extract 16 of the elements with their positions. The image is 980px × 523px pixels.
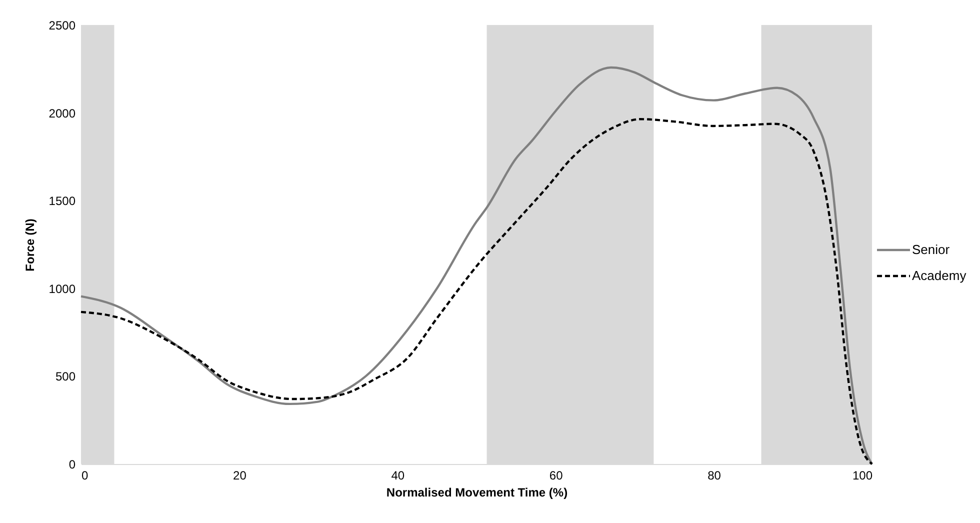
x-tick-label: 20	[233, 468, 247, 482]
y-tick-label: 2000	[48, 106, 76, 120]
y-tick-label: 0	[68, 458, 76, 472]
y-axis-title: Force (N)	[22, 218, 37, 272]
x-axis-title: Normalised Movement Time (%)	[386, 486, 568, 500]
y-tick-label: 1500	[48, 194, 76, 208]
legend-label: Academy	[912, 268, 967, 283]
x-tick-label: 40	[391, 468, 405, 482]
y-tick-label: 1000	[48, 282, 76, 296]
x-tick-label: 60	[549, 468, 564, 482]
y-tick-label: 500	[55, 370, 76, 384]
x-tick-label: 0	[82, 468, 88, 482]
x-tick-label: 100	[852, 468, 873, 482]
legend-label: Senior	[912, 242, 950, 257]
x-tick-label: 80	[708, 468, 722, 482]
y-tick-label: 2500	[48, 18, 76, 32]
